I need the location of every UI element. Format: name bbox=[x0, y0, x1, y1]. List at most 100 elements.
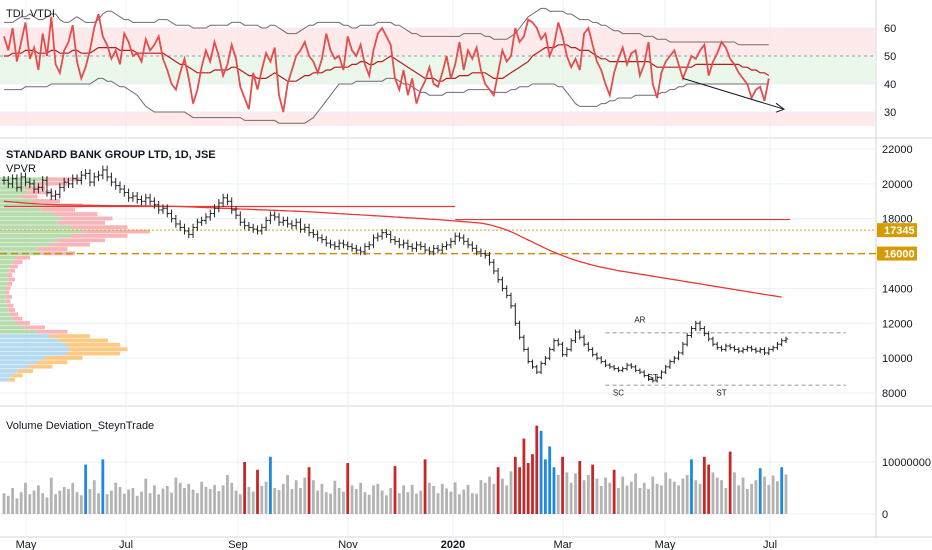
vpvr-bar-secondary bbox=[37, 247, 68, 251]
volume-bar bbox=[110, 490, 113, 514]
volume-bar bbox=[767, 484, 771, 514]
volume-bar bbox=[427, 482, 431, 514]
volume-bar bbox=[556, 475, 560, 514]
volume-bar bbox=[582, 480, 586, 514]
vpvr-bar-secondary bbox=[18, 369, 33, 373]
vpvr-bar-secondary bbox=[82, 229, 150, 234]
vpvr-bar-secondary bbox=[33, 199, 60, 203]
volume-bar bbox=[591, 464, 595, 514]
volume-bar bbox=[711, 472, 715, 514]
volume-bar bbox=[647, 489, 650, 514]
volume-bar bbox=[316, 490, 320, 514]
price-level-badge bbox=[877, 246, 917, 261]
vpvr-bar-main bbox=[0, 247, 38, 251]
vpvr-bar-secondary bbox=[57, 220, 105, 225]
volume-bar bbox=[6, 495, 10, 514]
vpvr-bar-main bbox=[0, 303, 8, 308]
volume-bar bbox=[513, 456, 517, 514]
volume-bar bbox=[436, 493, 440, 514]
volume-bar bbox=[372, 485, 375, 514]
vpvr-bar-main bbox=[0, 316, 13, 321]
volume-bar bbox=[548, 446, 552, 514]
volume-bar bbox=[569, 482, 573, 514]
vpvr-bar-main bbox=[0, 194, 21, 199]
volume-bar bbox=[58, 490, 62, 514]
vpvr-bar-secondary bbox=[49, 242, 90, 247]
volume-bar bbox=[599, 485, 603, 514]
volume-bar bbox=[677, 485, 680, 514]
volume-bar bbox=[724, 488, 728, 514]
volume-bar bbox=[380, 490, 384, 514]
volume-bar bbox=[393, 466, 397, 514]
volume-bar bbox=[449, 491, 453, 514]
volume-bar bbox=[458, 494, 461, 514]
volume-bar bbox=[54, 494, 57, 514]
volume-bar bbox=[148, 493, 152, 514]
tdi-panel bbox=[0, 7, 876, 126]
price-y-tick-label: 18000 bbox=[882, 214, 913, 226]
volume-bar bbox=[157, 494, 161, 514]
volume-bar bbox=[105, 494, 109, 514]
volume-bar bbox=[423, 459, 427, 514]
vpvr-bar-secondary bbox=[66, 351, 120, 356]
volume-bar bbox=[367, 494, 371, 514]
tdi-band bbox=[0, 112, 876, 126]
vpvr-bar-secondary bbox=[8, 308, 15, 312]
volume-bar bbox=[114, 482, 118, 514]
vpvr-bar-main bbox=[0, 190, 29, 195]
x-tick-label: May bbox=[16, 539, 37, 550]
volume-bar bbox=[574, 473, 577, 514]
vpvr-bar-secondary bbox=[16, 255, 30, 260]
volume-bar bbox=[311, 480, 315, 514]
volume-bar bbox=[415, 493, 418, 514]
x-tick-label: Mar bbox=[554, 539, 573, 550]
volume-bar bbox=[337, 488, 341, 514]
volume-bar bbox=[320, 483, 324, 514]
volume-bar bbox=[776, 481, 779, 514]
volume-bar bbox=[733, 472, 736, 514]
volume-bar bbox=[11, 488, 14, 514]
volume-bar bbox=[518, 467, 522, 514]
volume-bar bbox=[522, 438, 526, 514]
vpvr-bar-main bbox=[0, 212, 54, 217]
volume-bar bbox=[247, 486, 251, 514]
vpvr-label: VPVR bbox=[6, 163, 36, 175]
price-y-tick-label: 14000 bbox=[882, 283, 913, 295]
volume-bar bbox=[698, 483, 702, 514]
price-y-tick-label: 8000 bbox=[882, 388, 906, 400]
vpvr-bar-main bbox=[0, 242, 50, 247]
volume-bar bbox=[655, 483, 659, 514]
volume-bar bbox=[174, 477, 178, 514]
volume-bar bbox=[668, 478, 672, 514]
vpvr-bar-main bbox=[0, 338, 60, 343]
axes: May Jul Sep Nov 2020 Mar May Jul 30 40 50 60 8000 100… bbox=[16, 23, 931, 550]
volume-bar bbox=[397, 493, 401, 514]
volume-bar bbox=[92, 480, 96, 514]
vpvr-bar-secondary bbox=[9, 312, 18, 317]
vpvr-bar-secondary bbox=[53, 212, 98, 217]
volume-bar bbox=[745, 489, 749, 514]
tdi-trend-arrow bbox=[682, 77, 785, 110]
vpvr-bar-secondary bbox=[45, 355, 83, 360]
volume-bar bbox=[363, 492, 367, 514]
vpvr-bar-main bbox=[0, 238, 58, 243]
vpvr-bar-main bbox=[0, 181, 38, 186]
tdi-y-tick-label: 50 bbox=[884, 51, 896, 63]
volume-bar bbox=[97, 493, 100, 514]
volume-bar bbox=[475, 493, 479, 514]
volume-bar bbox=[432, 485, 436, 514]
volume-bar bbox=[509, 471, 513, 514]
volume-bar bbox=[505, 485, 509, 514]
volume-bar bbox=[234, 490, 238, 514]
vpvr-bar-main bbox=[0, 273, 7, 278]
price-y-tick-label: 10000 bbox=[882, 353, 913, 365]
volume-bar bbox=[118, 486, 122, 514]
vpvr-bar-main bbox=[0, 203, 46, 208]
volume-bar bbox=[75, 492, 79, 514]
vpvr-bar-main bbox=[0, 207, 42, 212]
volume-bar bbox=[79, 495, 83, 514]
volume-bar bbox=[578, 460, 582, 514]
volume-bar bbox=[230, 482, 234, 514]
volume-bar bbox=[638, 488, 642, 514]
volume-bar bbox=[664, 472, 668, 514]
